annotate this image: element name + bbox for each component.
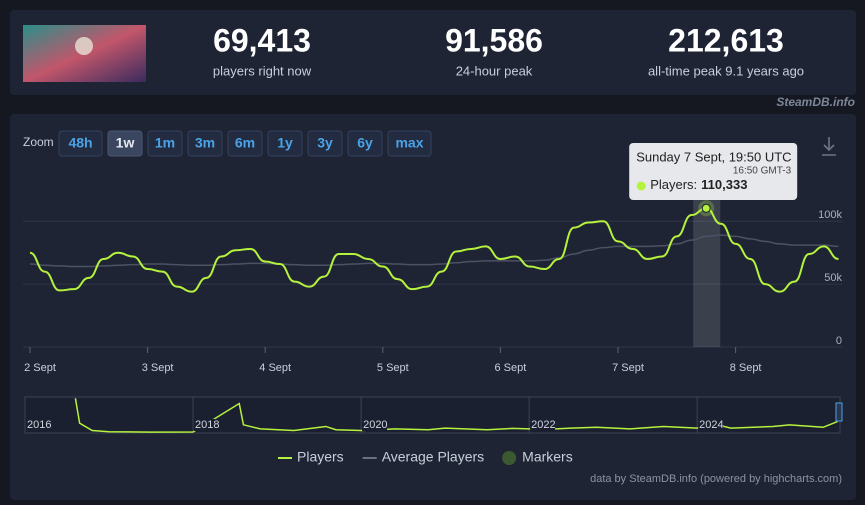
- zoom-button-label: 3m: [195, 135, 215, 151]
- zoom-button-label: max: [395, 135, 423, 151]
- x-tick-label: 8 Sept: [730, 362, 762, 374]
- x-tick-label: 3 Sept: [142, 362, 174, 374]
- y-tick-label: 50k: [824, 272, 842, 284]
- tooltip-title: Sunday 7 Sept, 19:50 UTC: [636, 149, 791, 164]
- navigator-handle[interactable]: [835, 402, 843, 422]
- average-line: [29, 234, 839, 268]
- zoom-button-bg: [58, 130, 103, 157]
- zoom-button[interactable]: max: [387, 130, 432, 157]
- navigator-tick-label: 2022: [531, 419, 555, 431]
- tooltip-dot: [636, 181, 646, 191]
- stat-label: all-time peak 9.1 years ago: [648, 63, 804, 78]
- y-tick-label: 100k: [818, 209, 842, 221]
- stat-value: 91,586: [445, 22, 543, 58]
- navigator-label-bg: [194, 419, 220, 431]
- tooltip-subtitle: 16:50 GMT-3: [733, 166, 792, 177]
- thumbnail-figure: [75, 37, 93, 55]
- stat-value: 69,413: [213, 22, 311, 58]
- zoom-button-label: 6m: [235, 135, 255, 151]
- navigator-label-bg: [362, 419, 388, 431]
- zoom-button-bg: [227, 130, 263, 157]
- hover-band: [693, 200, 721, 347]
- header-panel: [10, 10, 856, 95]
- zoom-button-label: 1y: [277, 135, 293, 151]
- credit: data by SteamDB.info (powered by highcha…: [590, 473, 842, 485]
- zoom-button[interactable]: 6m: [227, 130, 263, 157]
- legend-label: Players: [297, 449, 344, 465]
- stat-label: 24-hour peak: [456, 63, 533, 78]
- stat-label: players right now: [213, 63, 312, 78]
- navigator-label-bg: [26, 419, 51, 431]
- zoom-button[interactable]: 1m: [147, 130, 183, 157]
- navigator-label-bg: [698, 419, 724, 431]
- zoom-button-label: 3y: [317, 135, 333, 151]
- watermark: SteamDB.info: [776, 95, 855, 109]
- legend-item[interactable]: Markers: [502, 449, 573, 465]
- zoom-button[interactable]: 3y: [307, 130, 343, 157]
- legend-label: Average Players: [382, 449, 484, 465]
- download-icon[interactable]: [822, 137, 836, 156]
- zoom-button-bg: [267, 130, 303, 157]
- y-tick-label: 0: [836, 335, 842, 347]
- zoom-button[interactable]: 1w: [107, 130, 143, 157]
- tooltip-box: [629, 143, 798, 200]
- zoom-label: Zoom: [23, 135, 54, 149]
- zoom-button-label: 6y: [357, 135, 373, 151]
- navigator-tick-label: 2018: [195, 419, 219, 431]
- tooltip-value: Players: 110,333: [650, 177, 747, 192]
- zoom-button[interactable]: 48h: [58, 130, 103, 157]
- zoom-button-label: 1m: [155, 135, 175, 151]
- zoom-button-label: 1w: [116, 135, 135, 151]
- zoom-button-bg: [107, 130, 143, 157]
- zoom-button-label: 48h: [68, 135, 92, 151]
- legend-label: Markers: [522, 449, 573, 465]
- zoom-button[interactable]: 6y: [347, 130, 383, 157]
- zoom-button[interactable]: 1y: [267, 130, 303, 157]
- navigator-tick-label: 2024: [699, 419, 723, 431]
- zoom-button-bg: [387, 130, 432, 157]
- legend-item[interactable]: Average Players: [362, 449, 484, 465]
- x-tick-label: 5 Sept: [377, 362, 409, 374]
- legend-swatch: [502, 451, 517, 465]
- x-tick-label: 6 Sept: [494, 362, 526, 374]
- navigator-label-bg: [530, 419, 556, 431]
- navigator-tick-label: 2016: [27, 419, 51, 431]
- x-tick-label: 2 Sept: [24, 362, 56, 374]
- zoom-button-bg: [347, 130, 383, 157]
- zoom-button[interactable]: 3m: [187, 130, 223, 157]
- x-tick-label: 4 Sept: [259, 362, 291, 374]
- zoom-button-bg: [147, 130, 183, 157]
- navigator-tick-label: 2020: [363, 419, 387, 431]
- legend-item[interactable]: Players: [278, 449, 344, 465]
- zoom-button-bg: [307, 130, 343, 157]
- stat-value: 212,613: [668, 22, 784, 58]
- x-tick-label: 7 Sept: [612, 362, 644, 374]
- hover-point: [701, 203, 711, 213]
- tooltip-number: 110,333: [701, 177, 747, 192]
- zoom-button-bg: [187, 130, 223, 157]
- tooltip-series: Players:: [650, 177, 697, 192]
